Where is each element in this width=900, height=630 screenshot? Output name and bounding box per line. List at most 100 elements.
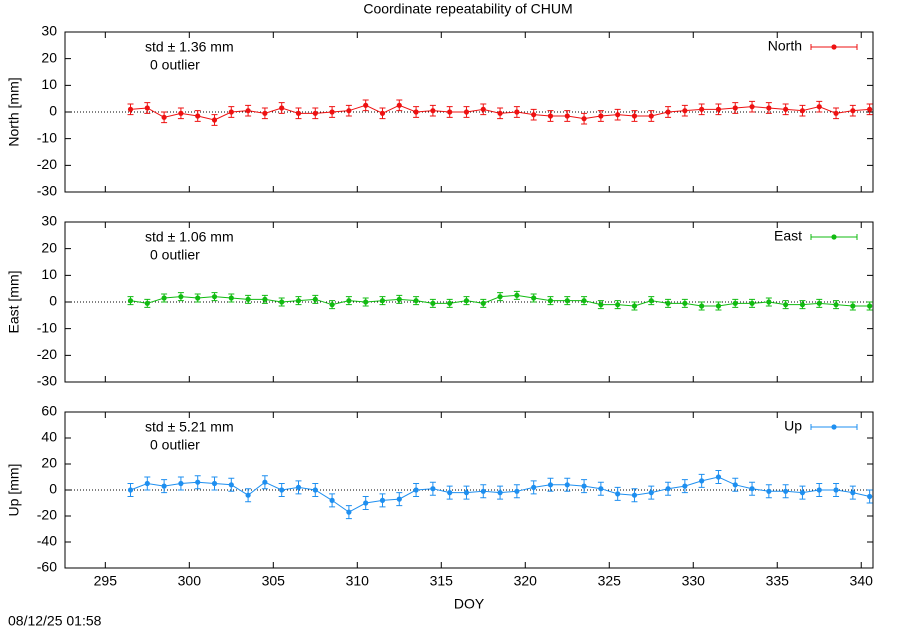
y-tick-label: 20	[41, 455, 57, 471]
point	[699, 303, 705, 309]
point	[497, 294, 503, 300]
point	[867, 493, 873, 500]
point	[396, 496, 402, 502]
point	[715, 106, 722, 112]
point	[346, 298, 352, 304]
point	[178, 480, 184, 487]
point	[749, 300, 755, 306]
point	[396, 296, 402, 302]
point	[480, 488, 486, 494]
point	[665, 486, 671, 492]
point	[648, 113, 654, 119]
point	[648, 490, 654, 496]
legend-symbol	[831, 424, 837, 430]
point	[161, 114, 167, 120]
point	[598, 113, 604, 119]
point	[766, 299, 772, 305]
x-tick-label: 335	[766, 573, 790, 589]
point	[564, 298, 570, 304]
point	[699, 478, 705, 484]
point	[295, 110, 302, 116]
x-tick-label: 325	[598, 573, 622, 589]
point	[850, 108, 856, 114]
point	[715, 474, 722, 480]
point	[447, 490, 453, 496]
point	[279, 105, 285, 111]
point	[665, 109, 671, 115]
point	[211, 294, 218, 300]
point	[850, 303, 856, 309]
x-tick-label: 315	[430, 573, 454, 589]
point	[799, 108, 806, 114]
point	[178, 110, 184, 116]
y-tick-label: 20	[41, 49, 57, 65]
point	[615, 112, 621, 118]
y-tick-label: 0	[49, 481, 57, 497]
x-tick-label: 295	[94, 573, 118, 589]
point	[161, 483, 167, 489]
point	[783, 302, 789, 308]
point	[430, 486, 436, 492]
point	[363, 299, 369, 305]
point	[295, 484, 302, 490]
point	[833, 110, 839, 116]
point	[463, 490, 470, 496]
point	[514, 109, 520, 115]
point	[262, 296, 268, 302]
y-tick-label: -30	[37, 373, 57, 389]
point	[312, 296, 318, 302]
point	[211, 480, 218, 487]
point	[245, 296, 251, 302]
y-tick-label: -40	[37, 533, 57, 549]
point	[799, 302, 806, 308]
point	[682, 108, 688, 114]
point	[514, 488, 520, 494]
point	[228, 295, 234, 301]
point	[615, 491, 621, 497]
legend-label: Up	[784, 418, 802, 434]
point	[547, 482, 554, 488]
x-axis-label: DOY	[454, 596, 485, 612]
annotation: std ± 5.21 mm	[145, 419, 234, 435]
y-tick-label: -10	[37, 319, 57, 335]
point	[799, 490, 806, 496]
legend-label: East	[774, 228, 802, 244]
y-tick-label: -20	[37, 507, 57, 523]
point	[329, 302, 335, 308]
point	[195, 113, 201, 119]
point	[312, 487, 318, 493]
point	[749, 486, 755, 492]
point	[783, 106, 789, 112]
point	[430, 300, 436, 306]
timestamp: 08/12/25 01:58	[8, 613, 102, 629]
point	[279, 487, 285, 493]
chart-title: Coordinate repeatability of CHUM	[363, 1, 572, 17]
point	[329, 109, 335, 115]
x-tick-label: 305	[262, 573, 286, 589]
point	[413, 298, 419, 304]
point	[463, 109, 470, 115]
point	[295, 298, 302, 304]
point	[178, 294, 184, 300]
point	[463, 298, 470, 304]
y-axis-label: North [mm]	[6, 77, 22, 146]
point	[447, 109, 453, 115]
point	[850, 490, 856, 496]
point	[699, 106, 705, 112]
annotation: 0 outlier	[150, 437, 200, 453]
point	[833, 302, 839, 308]
y-tick-label: 30	[41, 23, 57, 39]
point	[766, 488, 772, 494]
point	[413, 109, 419, 115]
point	[816, 300, 822, 306]
point	[430, 108, 436, 114]
point	[346, 108, 352, 114]
point	[379, 298, 386, 304]
x-tick-label: 310	[346, 573, 370, 589]
annotation: 0 outlier	[150, 247, 200, 263]
point	[245, 492, 251, 498]
y-tick-label: -60	[37, 559, 57, 575]
point	[816, 487, 822, 493]
y-tick-label: -20	[37, 346, 57, 362]
